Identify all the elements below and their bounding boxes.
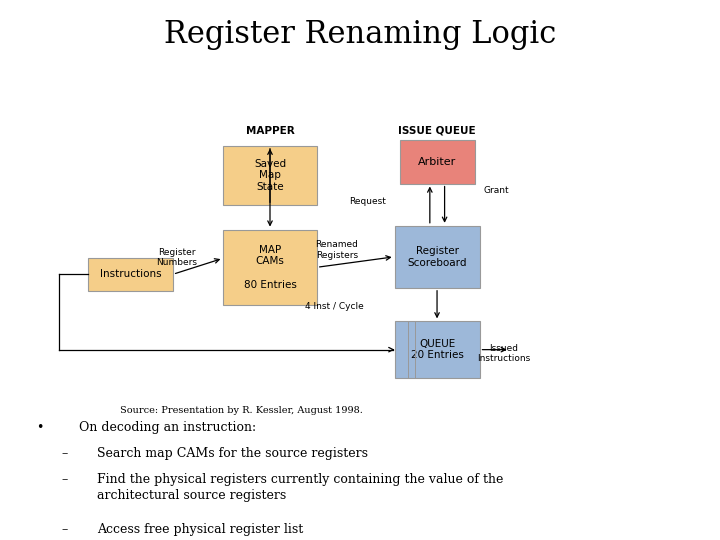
Text: Renamed
Registers: Renamed Registers bbox=[315, 240, 359, 260]
Text: –: – bbox=[61, 523, 68, 536]
FancyBboxPatch shape bbox=[395, 321, 480, 378]
Text: Source: Presentation by R. Kessler, August 1998.: Source: Presentation by R. Kessler, Augu… bbox=[120, 406, 363, 415]
Text: Access free physical register list: Access free physical register list bbox=[97, 523, 303, 536]
Text: Instructions: Instructions bbox=[99, 269, 161, 279]
FancyBboxPatch shape bbox=[223, 230, 317, 305]
Text: –: – bbox=[61, 447, 68, 460]
Text: Arbiter: Arbiter bbox=[418, 157, 456, 167]
Text: ISSUE QUEUE: ISSUE QUEUE bbox=[398, 126, 476, 136]
Text: MAPPER: MAPPER bbox=[246, 126, 294, 136]
Text: Issued
Instructions: Issued Instructions bbox=[477, 344, 531, 363]
FancyBboxPatch shape bbox=[88, 258, 173, 291]
Text: MAP
CAMs

80 Entries: MAP CAMs 80 Entries bbox=[243, 245, 297, 289]
Text: Register Renaming Logic: Register Renaming Logic bbox=[164, 19, 556, 50]
Text: On decoding an instruction:: On decoding an instruction: bbox=[79, 421, 256, 434]
FancyBboxPatch shape bbox=[223, 146, 317, 205]
Text: Search map CAMs for the source registers: Search map CAMs for the source registers bbox=[97, 447, 368, 460]
FancyBboxPatch shape bbox=[395, 226, 480, 288]
Text: Register
Scoreboard: Register Scoreboard bbox=[408, 246, 467, 267]
Text: 4 Inst / Cycle: 4 Inst / Cycle bbox=[305, 302, 364, 311]
Text: Register
Numbers: Register Numbers bbox=[157, 248, 197, 267]
Text: Find the physical registers currently containing the value of the
architectural : Find the physical registers currently co… bbox=[97, 473, 503, 502]
Text: –: – bbox=[61, 473, 68, 486]
Text: Grant: Grant bbox=[484, 186, 510, 195]
Text: Request: Request bbox=[348, 198, 386, 206]
Text: QUEUE
20 Entries: QUEUE 20 Entries bbox=[410, 339, 464, 361]
Text: •: • bbox=[36, 421, 43, 434]
Text: Saved
Map
State: Saved Map State bbox=[254, 159, 286, 192]
FancyBboxPatch shape bbox=[400, 140, 475, 184]
